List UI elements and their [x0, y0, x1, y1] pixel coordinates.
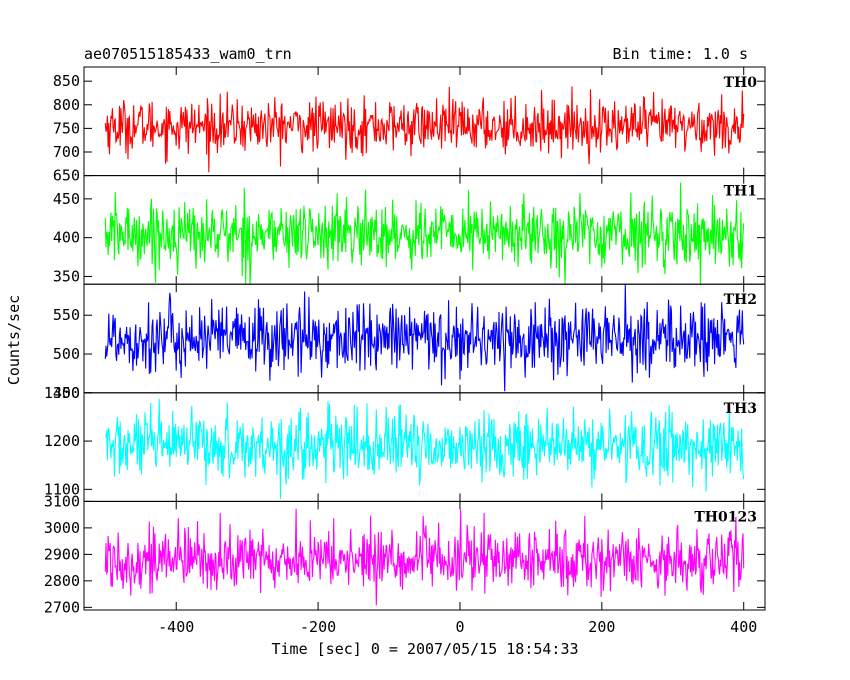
y-tick-label: 2800 [44, 572, 80, 590]
y-tick-label: 450 [53, 384, 80, 402]
y-tick-label: 850 [53, 72, 80, 90]
series-th3 [105, 398, 745, 500]
series-th1 [104, 182, 745, 285]
y-tick-label: 450 [53, 190, 80, 208]
panel-label-th2: TH2 [724, 292, 757, 308]
y-tick-label: 1100 [44, 480, 80, 498]
y-tick-label: 400 [53, 229, 80, 247]
y-axis-label: Counts/sec [5, 294, 23, 386]
series-th2 [104, 284, 745, 392]
x-tick-label: -200 [300, 618, 336, 636]
x-tick-label: -400 [158, 618, 194, 636]
panel-frame-th0123 [83, 500, 766, 611]
panel-label-th0: TH0 [724, 75, 758, 91]
panel-label-th1: TH1 [724, 184, 757, 200]
x-tick-label: 200 [588, 618, 615, 636]
panel-label-th3: TH3 [724, 401, 757, 417]
bin-time-label: Bin time: 1.0 s [612, 45, 748, 63]
y-tick-label: 2700 [44, 598, 80, 616]
y-tick-label: 1300 [44, 384, 80, 402]
y-tick-label: 3000 [44, 519, 80, 537]
y-tick-label: 800 [53, 96, 80, 114]
x-tick-label: 0 [455, 618, 464, 636]
series-th0 [104, 86, 745, 173]
y-tick-label: 750 [53, 119, 80, 137]
y-tick-label: 500 [53, 345, 80, 363]
y-tick-label: 350 [53, 267, 80, 285]
panel-label-th0123: TH0123 [694, 509, 757, 525]
y-tick-label: 1200 [44, 432, 80, 450]
y-tick-label: 650 [53, 167, 80, 185]
chart-title: ae070515185433_wam0_trn [84, 45, 292, 63]
x-tick-label: 400 [730, 618, 757, 636]
y-tick-label: 2900 [44, 545, 80, 563]
y-tick-label: 550 [53, 306, 80, 324]
series-th0123 [104, 508, 745, 606]
y-tick-label: 3100 [44, 492, 80, 510]
x-axis-label: Time [sec] 0 = 2007/05/15 18:54:33 [271, 640, 579, 658]
y-tick-label: 700 [53, 143, 80, 161]
